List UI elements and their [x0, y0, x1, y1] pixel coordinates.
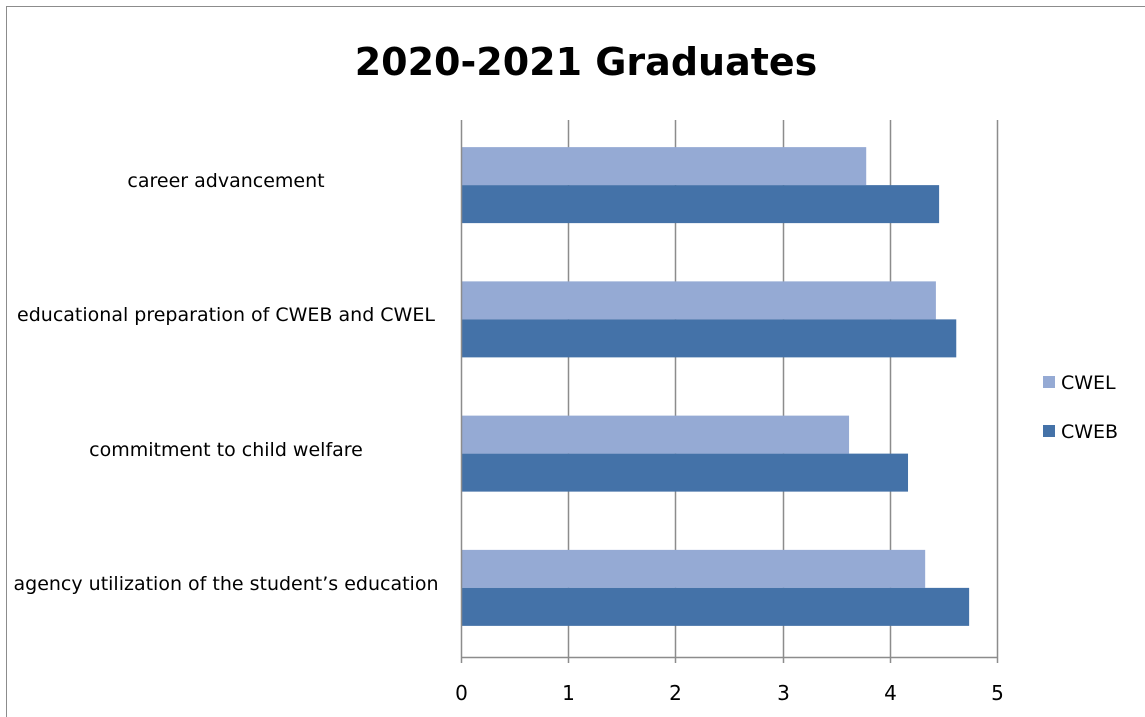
bar-cwel-0 — [462, 147, 867, 186]
bar-cweb-0 — [462, 185, 940, 224]
legend-swatch-cweb — [1043, 424, 1055, 437]
x-tick-label-4: 4 — [884, 681, 897, 705]
x-tick-label-2: 2 — [669, 681, 682, 705]
bar-cwel-1 — [462, 281, 936, 320]
bar-cweb-2 — [462, 453, 909, 492]
bar-cweb-1 — [462, 319, 957, 358]
legend-item-cweb: CWEB — [1043, 421, 1118, 443]
legend-label-cweb: CWEB — [1061, 421, 1119, 443]
legend-swatch-cwel — [1043, 375, 1055, 388]
category-label-3: agency utilization of the student’s educ… — [13, 572, 439, 595]
category-label-0: career advancement — [127, 170, 325, 193]
bar-cwel-2 — [462, 415, 850, 454]
chart-border — [6, 6, 1145, 717]
axes — [460, 120, 999, 663]
chart-title: 2020-2021 Graduates — [354, 40, 818, 84]
bar-cwel-3 — [462, 549, 926, 588]
x-tick-label-1: 1 — [562, 681, 575, 705]
legend-label-cwel: CWEL — [1061, 372, 1116, 394]
category-label-2: commitment to child welfare — [89, 438, 363, 461]
bars — [462, 147, 970, 626]
x-tick-label-0: 0 — [455, 681, 468, 705]
x-tick-label-3: 3 — [777, 681, 790, 705]
legend-item-cwel: CWEL — [1043, 372, 1116, 394]
x-tick-label-5: 5 — [991, 681, 1004, 705]
category-label-1: educational preparation of CWEB and CWEL — [17, 304, 435, 327]
bar-cweb-3 — [462, 587, 970, 626]
tick-labels: 0 1 2 3 4 5 — [455, 681, 1004, 705]
